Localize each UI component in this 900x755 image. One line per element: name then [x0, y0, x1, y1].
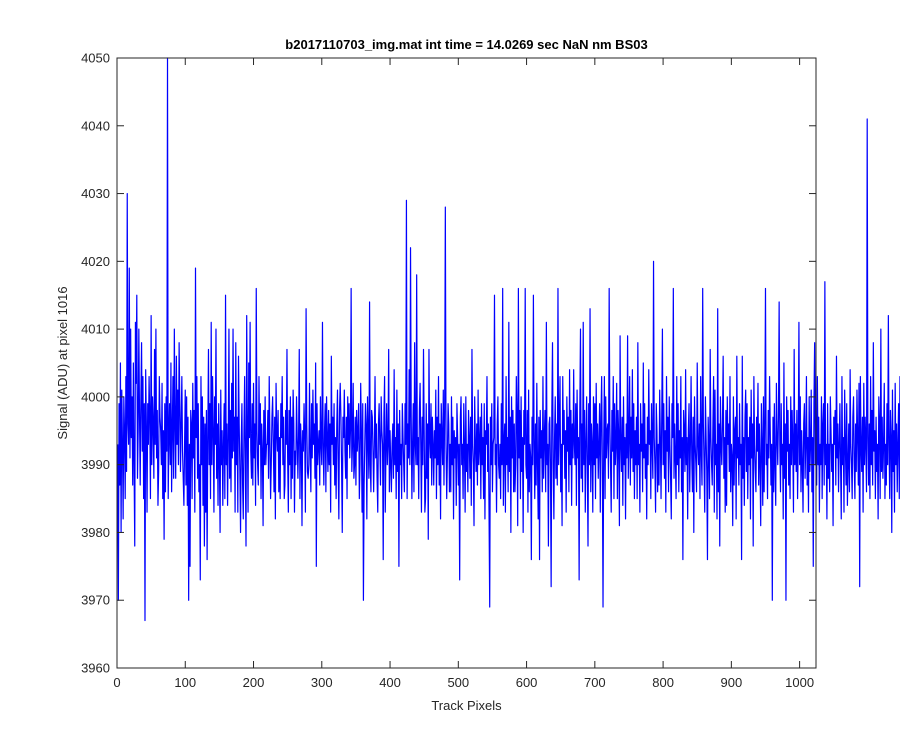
y-tick-label: 4010 [81, 322, 110, 337]
y-tick-label: 3970 [81, 593, 110, 608]
series-line-1 [117, 57, 900, 622]
y-axis-label: Signal (ADU) at pixel 1016 [55, 286, 70, 439]
y-ticks: 3960 3970 3980 3990 4000 4010 4020 4030 4040 4050 [81, 51, 816, 676]
x-tick-label: 300 [311, 675, 333, 690]
x-tick-label: 0 [113, 675, 120, 690]
x-tick-label: 900 [721, 675, 743, 690]
x-ticks: 0 100 200 300 400 500 600 700 800 900 1000 [113, 58, 814, 690]
x-tick-label: 600 [516, 675, 538, 690]
x-axis-label: Track Pixels [431, 698, 502, 713]
x-tick-label: 200 [243, 675, 265, 690]
x-tick-label: 500 [447, 675, 469, 690]
x-tick-label: 800 [652, 675, 674, 690]
y-tick-label: 3960 [81, 661, 110, 676]
chart-title: b2017110703_img.mat int time = 14.0269 s… [285, 37, 647, 52]
axes-box [116, 57, 817, 669]
series-layer [117, 57, 900, 622]
y-tick-label: 4040 [81, 118, 110, 133]
x-tick-label: 700 [584, 675, 606, 690]
y-tick-label: 3990 [81, 457, 110, 472]
y-tick-label: 3980 [81, 525, 110, 540]
y-tick-label: 4000 [81, 389, 110, 404]
y-tick-label: 4020 [81, 254, 110, 269]
y-tick-label: 4050 [81, 51, 110, 66]
x-tick-label: 400 [379, 675, 401, 690]
x-tick-label: 1000 [785, 675, 814, 690]
axes-background [117, 58, 816, 668]
x-tick-label: 100 [174, 675, 196, 690]
y-tick-label: 4030 [81, 186, 110, 201]
